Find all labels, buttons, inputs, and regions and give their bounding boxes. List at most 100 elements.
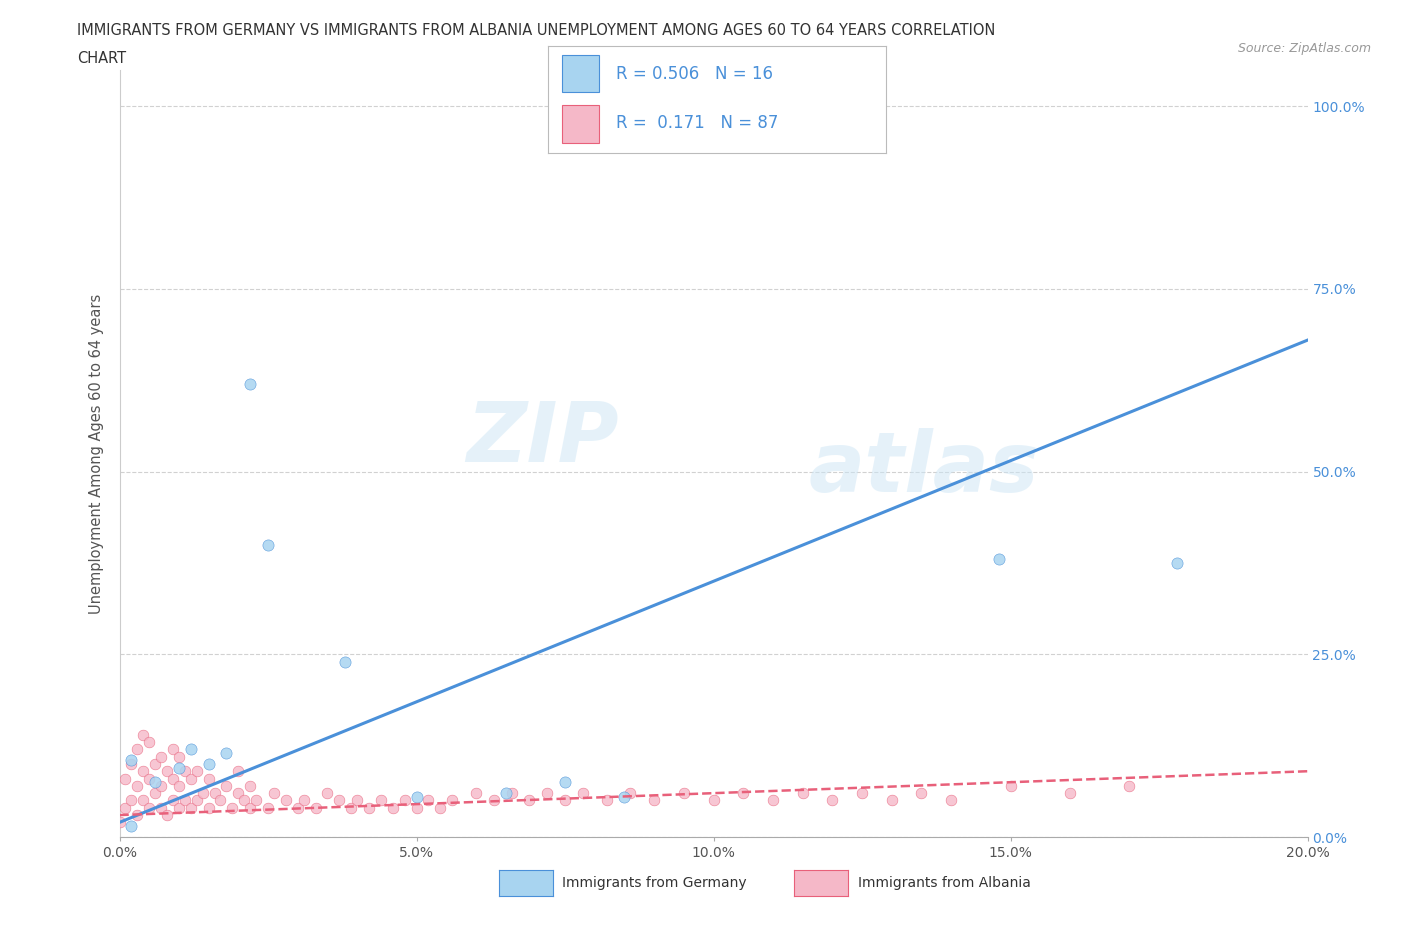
- Point: [304, 801, 326, 816]
- Point: [228, 786, 250, 801]
- Point: [197, 771, 219, 786]
- Point: [1118, 778, 1140, 793]
- FancyBboxPatch shape: [562, 105, 599, 143]
- Point: [191, 786, 214, 801]
- Point: [138, 735, 160, 750]
- Point: [120, 818, 142, 833]
- Point: [120, 753, 142, 768]
- Point: [143, 775, 166, 790]
- Point: [215, 778, 238, 793]
- Point: [239, 778, 262, 793]
- Point: [536, 786, 558, 801]
- Point: [987, 551, 1010, 566]
- Point: [702, 793, 725, 808]
- Point: [257, 538, 280, 552]
- Point: [162, 742, 184, 757]
- Point: [418, 793, 440, 808]
- Point: [180, 771, 202, 786]
- Point: [167, 750, 190, 764]
- Point: [595, 793, 617, 808]
- Point: [1000, 778, 1022, 793]
- Point: [613, 790, 636, 804]
- Text: atlas: atlas: [808, 428, 1039, 510]
- Point: [239, 801, 262, 816]
- Point: [672, 786, 695, 801]
- Point: [619, 786, 641, 801]
- Point: [173, 764, 195, 778]
- Point: [821, 793, 844, 808]
- Point: [209, 793, 232, 808]
- Point: [405, 801, 427, 816]
- Point: [215, 746, 238, 761]
- Point: [167, 778, 190, 793]
- Point: [221, 801, 243, 816]
- Point: [441, 793, 464, 808]
- Point: [114, 771, 136, 786]
- Point: [120, 756, 142, 771]
- Point: [245, 793, 267, 808]
- Point: [143, 756, 166, 771]
- Point: [138, 801, 160, 816]
- Y-axis label: Unemployment Among Ages 60 to 64 years: Unemployment Among Ages 60 to 64 years: [89, 293, 104, 614]
- Point: [143, 786, 166, 801]
- Point: [495, 786, 517, 801]
- Text: Immigrants from Germany: Immigrants from Germany: [562, 875, 747, 890]
- Text: R =  0.171   N = 87: R = 0.171 N = 87: [616, 114, 778, 132]
- Point: [851, 786, 873, 801]
- Point: [381, 801, 404, 816]
- Point: [108, 815, 131, 830]
- Point: [357, 801, 380, 816]
- Point: [274, 793, 297, 808]
- Text: IMMIGRANTS FROM GERMANY VS IMMIGRANTS FROM ALBANIA UNEMPLOYMENT AMONG AGES 60 TO: IMMIGRANTS FROM GERMANY VS IMMIGRANTS FR…: [77, 23, 995, 38]
- Point: [239, 377, 262, 392]
- Point: [880, 793, 903, 808]
- Point: [127, 742, 149, 757]
- Point: [263, 786, 285, 801]
- Point: [340, 801, 363, 816]
- Point: [482, 793, 505, 808]
- Point: [197, 801, 219, 816]
- Point: [197, 756, 219, 771]
- Point: [132, 727, 155, 742]
- Point: [572, 786, 595, 801]
- Point: [370, 793, 392, 808]
- Point: [292, 793, 315, 808]
- Point: [167, 801, 190, 816]
- Point: [156, 807, 179, 822]
- Point: [429, 801, 451, 816]
- Text: Immigrants from Albania: Immigrants from Albania: [858, 875, 1031, 890]
- Point: [180, 742, 202, 757]
- Point: [132, 793, 155, 808]
- Point: [762, 793, 785, 808]
- Point: [257, 801, 280, 816]
- Point: [127, 807, 149, 822]
- Point: [554, 775, 576, 790]
- Point: [138, 771, 160, 786]
- Point: [394, 793, 416, 808]
- Point: [519, 793, 541, 808]
- Point: [186, 764, 208, 778]
- Text: ZIP: ZIP: [465, 397, 619, 479]
- Point: [127, 778, 149, 793]
- Point: [501, 786, 523, 801]
- Point: [1059, 786, 1081, 801]
- Text: Source: ZipAtlas.com: Source: ZipAtlas.com: [1237, 42, 1371, 55]
- Point: [643, 793, 665, 808]
- Point: [114, 801, 136, 816]
- Point: [204, 786, 226, 801]
- Point: [150, 778, 173, 793]
- Point: [150, 801, 173, 816]
- Point: [162, 771, 184, 786]
- Point: [287, 801, 309, 816]
- Point: [173, 793, 195, 808]
- Point: [156, 764, 179, 778]
- Point: [1166, 555, 1188, 570]
- Point: [554, 793, 576, 808]
- Point: [132, 764, 155, 778]
- Point: [120, 793, 142, 808]
- Point: [316, 786, 339, 801]
- Text: R = 0.506   N = 16: R = 0.506 N = 16: [616, 65, 773, 83]
- Point: [328, 793, 350, 808]
- Point: [335, 654, 357, 669]
- Point: [233, 793, 256, 808]
